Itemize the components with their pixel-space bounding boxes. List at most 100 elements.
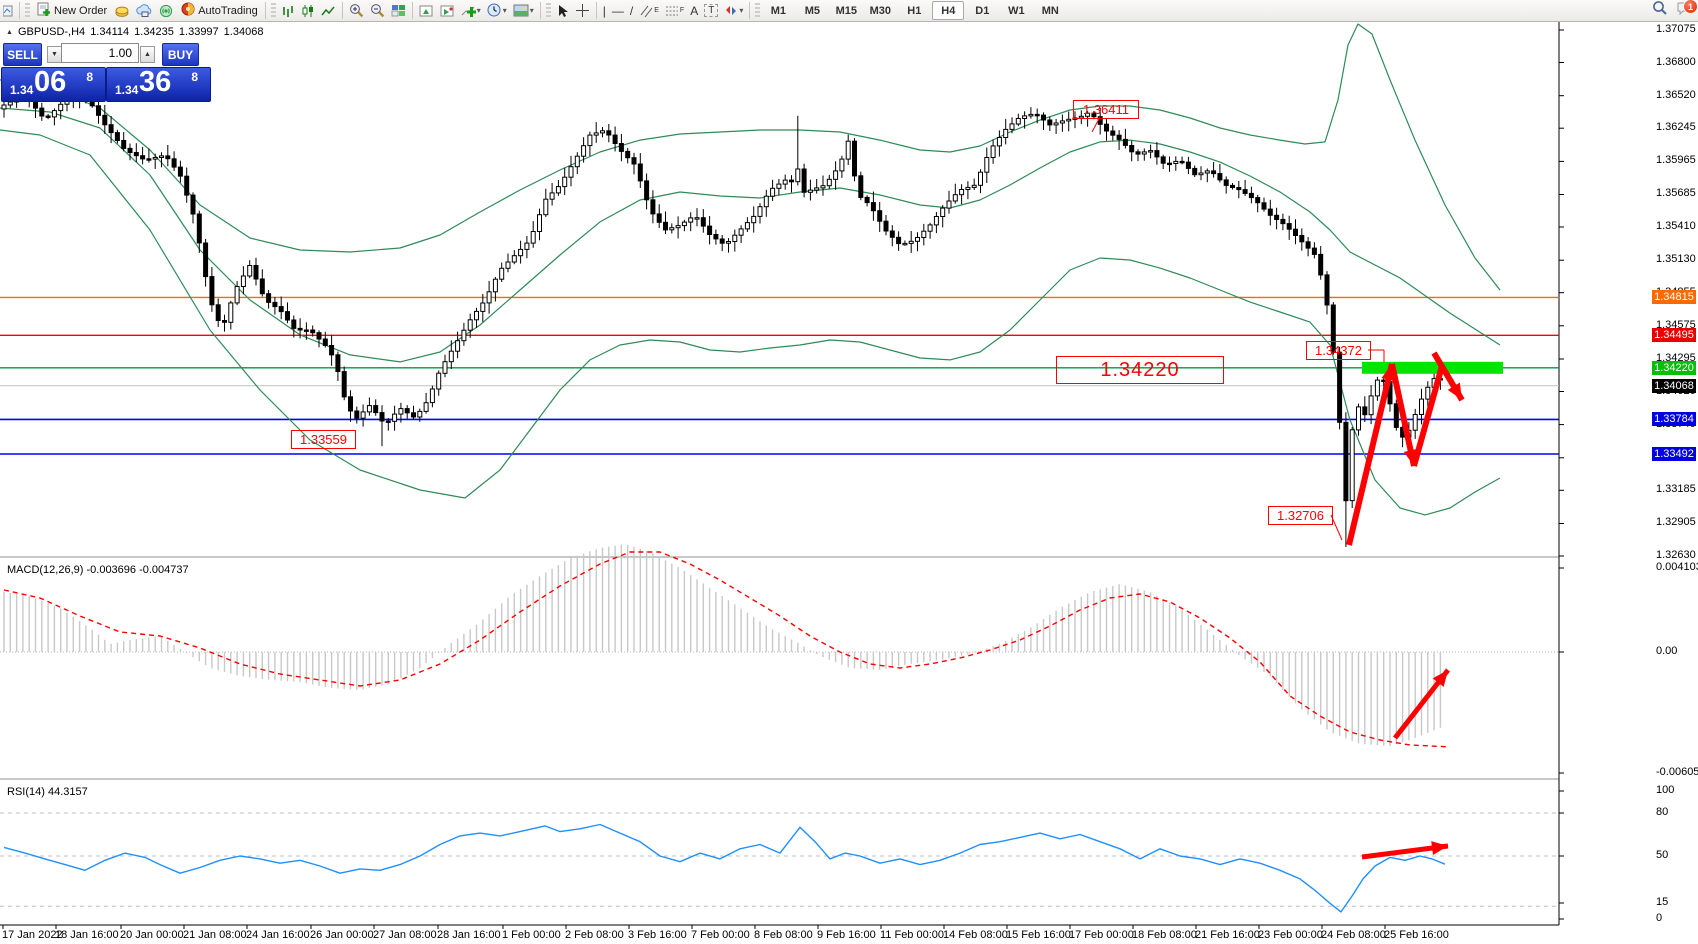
volume-up-button[interactable]: ▲ xyxy=(140,46,155,63)
rsi-axis-label: 80 xyxy=(1656,806,1669,818)
auto-arrange-button[interactable] xyxy=(416,1,437,20)
deposit-icon[interactable] xyxy=(111,1,133,20)
pane-frame-layer xyxy=(0,22,1560,926)
price-axis-label: 1.33185 xyxy=(1656,483,1696,496)
bar-chart-button[interactable] xyxy=(278,1,298,20)
macd-value-1: -0.003696 xyxy=(86,564,137,576)
price-annotation[interactable]: 1.32706 xyxy=(1268,506,1333,525)
candles-layer xyxy=(1,86,1443,547)
text-tool[interactable]: A xyxy=(687,1,701,20)
price-annotation[interactable]: 1.34220 xyxy=(1056,356,1224,384)
time-axis-label: 3 Feb 16:00 xyxy=(628,929,687,941)
sell-price-panel[interactable]: 1.34 06 8 xyxy=(1,66,106,102)
buy-price-panel[interactable]: 1.34 36 8 xyxy=(106,66,211,102)
search-icon[interactable] xyxy=(1652,0,1668,21)
vps-icon[interactable] xyxy=(133,1,156,20)
timeframe-d1[interactable]: D1 xyxy=(975,4,990,17)
vertical-line-tool[interactable]: | xyxy=(602,3,606,18)
time-axis-label: 21 Jan 08:00 xyxy=(183,929,247,941)
time-axis-label: 24 Jan 16:00 xyxy=(246,929,310,941)
close-value: 1.34068 xyxy=(223,26,264,38)
tile-windows-button[interactable] xyxy=(388,1,409,20)
price-axis-label: 1.35965 xyxy=(1656,154,1696,167)
line-chart-button[interactable] xyxy=(318,1,339,20)
buy-price-pip: 8 xyxy=(191,70,198,84)
bollinger-bands-layer xyxy=(0,23,1501,516)
time-axis-label: 9 Feb 16:00 xyxy=(817,929,876,941)
equidistant-channel-tool[interactable]: E xyxy=(636,1,662,20)
timeframe-m15[interactable]: M15 xyxy=(835,4,858,17)
toolbar: New Order AutoTrading xyxy=(0,0,1698,22)
macd-axis-label: 0.004103 xyxy=(1656,561,1698,573)
timeframe-m30[interactable]: M30 xyxy=(869,4,892,17)
time-axis-label: 18 Jan 16:00 xyxy=(55,929,119,941)
time-axis-label: 23 Feb 00:00 xyxy=(1258,929,1323,941)
cursor-button[interactable] xyxy=(553,1,572,20)
arrows-tool[interactable]: ▾ xyxy=(721,1,746,20)
rsi-axis-label: 100 xyxy=(1656,784,1675,796)
notifications-icon[interactable]: 1 xyxy=(1676,0,1698,20)
text-label-tool[interactable]: T xyxy=(701,1,721,20)
timeframe-w1[interactable]: W1 xyxy=(1008,4,1025,17)
trendline-tool[interactable]: / xyxy=(629,3,634,18)
price-axis-label: 1.35410 xyxy=(1656,220,1696,233)
label-tool-glyph: T xyxy=(704,4,719,17)
timeframe-m1[interactable]: M1 xyxy=(770,4,786,17)
time-axis-label: 20 Jan 00:00 xyxy=(120,929,184,941)
templates-button[interactable]: ▾ xyxy=(510,1,537,20)
fibonacci-tool[interactable]: F xyxy=(662,1,687,20)
time-axis-label: 25 Feb 16:00 xyxy=(1384,929,1449,941)
price-badge: 1.34815 xyxy=(1652,290,1696,305)
price-annotation[interactable]: 1.34372 xyxy=(1306,341,1371,360)
sell-price-pip: 8 xyxy=(86,70,93,84)
timeframe-m5[interactable]: M5 xyxy=(804,4,820,17)
autotrading-button[interactable]: AutoTrading xyxy=(177,1,262,20)
price-badge: 1.34495 xyxy=(1652,328,1696,343)
timeframe-mn[interactable]: MN xyxy=(1041,4,1059,17)
low-value: 1.33997 xyxy=(178,26,219,38)
buy-button[interactable]: BUY xyxy=(162,43,199,66)
time-axis-label: 2 Feb 08:00 xyxy=(565,929,624,941)
zoom-out-button[interactable] xyxy=(367,1,388,20)
channel-letter: E xyxy=(654,7,659,14)
toolbar-grip[interactable] xyxy=(755,3,761,18)
symbol-info: ▲ GBPUSD-,H4 1.34114 1.34235 1.33997 1.3… xyxy=(6,26,263,38)
periods-button[interactable]: ▾ xyxy=(484,1,510,20)
candlestick-chart-button[interactable] xyxy=(298,1,318,20)
new-order-button[interactable]: New Order xyxy=(32,1,111,20)
chart-corner-icon: ▲ xyxy=(6,28,13,36)
volume-input[interactable] xyxy=(61,43,139,63)
open-value: 1.34114 xyxy=(90,26,130,38)
signals-icon[interactable] xyxy=(156,1,177,20)
price-annotation[interactable]: 1.33559 xyxy=(291,430,356,449)
separator xyxy=(595,2,597,19)
time-axis-label: 1 Feb 00:00 xyxy=(502,929,561,941)
timeframe-h1[interactable]: H1 xyxy=(907,4,922,17)
macd-value-2: -0.004737 xyxy=(139,564,189,576)
indicators-button[interactable]: ▾ xyxy=(458,1,484,20)
timeframe-h4[interactable]: H4 xyxy=(932,1,965,20)
chevron-down-icon: ▾ xyxy=(529,6,534,15)
toolbar-grip[interactable] xyxy=(25,3,30,18)
zoom-in-button[interactable] xyxy=(346,1,367,20)
rsi-layer xyxy=(0,790,1564,920)
horizontal-line-tool[interactable]: — xyxy=(611,3,624,18)
sell-button[interactable]: SELL xyxy=(3,43,42,66)
chart-shift-button[interactable] xyxy=(437,1,458,20)
crosshair-button[interactable] xyxy=(572,1,593,20)
charts-mini-icon[interactable] xyxy=(0,1,16,20)
notification-badge[interactable]: 1 xyxy=(1683,0,1698,14)
time-axis-label: 17 Feb 00:00 xyxy=(1069,929,1134,941)
rsi-value: 44.3157 xyxy=(47,786,88,798)
time-axis-label: 7 Feb 00:00 xyxy=(691,929,750,941)
price-annotation[interactable]: 1.36411 xyxy=(1073,100,1139,119)
toolbar-grip[interactable] xyxy=(545,3,551,18)
toolbar-grip[interactable] xyxy=(270,3,276,18)
resistance-highlight-bar[interactable] xyxy=(1362,361,1503,374)
buy-label: BUY xyxy=(167,47,194,62)
volume-down-button[interactable]: ▼ xyxy=(47,46,62,63)
rsi-label: RSI(14) 44.3157 xyxy=(7,786,88,798)
separator xyxy=(539,2,541,19)
